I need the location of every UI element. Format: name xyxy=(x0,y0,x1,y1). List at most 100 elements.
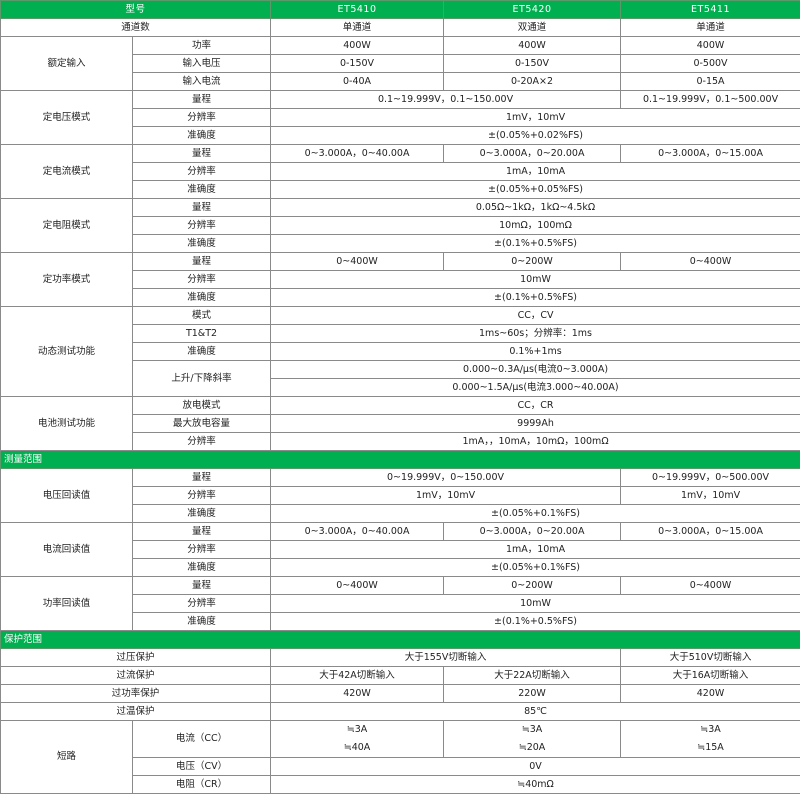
table-cell: 模式 xyxy=(133,307,271,325)
table-row: 通道数单通道双通道单通道 xyxy=(1,19,800,37)
table-cell: 1mA，10mA xyxy=(271,541,800,559)
section-row: 测量范围 xyxy=(1,451,800,469)
table-cell: 1mA，，10mA，10mΩ，100mΩ xyxy=(271,433,800,451)
table-cell: ±(0.05%+0.1%FS) xyxy=(271,559,800,577)
table-cell: 0.1~19.999V，0.1~150.00V xyxy=(271,91,621,109)
table-cell: 400W xyxy=(271,37,444,55)
table-cell: 0~400W xyxy=(621,577,800,595)
table-cell: ±(0.05%+0.1%FS) xyxy=(271,505,800,523)
table-cell: 量程 xyxy=(133,199,271,217)
table-cell: 分辨率 xyxy=(133,271,271,289)
table-cell: 0-500V xyxy=(621,55,800,73)
table-cell: 准确度 xyxy=(133,343,271,361)
table-cell: ±(0.05%+0.02%FS) xyxy=(271,127,800,145)
table-cell: 分辨率 xyxy=(133,433,271,451)
table-cell: 量程 xyxy=(133,523,271,541)
table-cell: 0-40A xyxy=(271,73,444,91)
table-cell: 0-150V xyxy=(271,55,444,73)
table-cell: 10mW xyxy=(271,271,800,289)
table-cell: ±(0.05%+0.05%FS) xyxy=(271,181,800,199)
table-cell: 0~3.000A，0~20.00A xyxy=(444,523,621,541)
table-cell: 定电阻模式 xyxy=(1,199,133,253)
table-cell: 大于42A切断输入 xyxy=(271,667,444,685)
table-cell: 1mV，10mV xyxy=(271,487,621,505)
table-cell: 0~200W xyxy=(444,253,621,271)
table-cell: 0~3.000A，0~15.00A xyxy=(621,145,800,163)
table-cell: 0V xyxy=(271,758,800,776)
section-row: 保护范围 xyxy=(1,631,800,649)
column-header: ET5411 xyxy=(621,1,800,19)
table-cell: 放电模式 xyxy=(133,397,271,415)
column-header: 型号 xyxy=(1,1,271,19)
table-cell: 定功率模式 xyxy=(1,253,133,307)
table-cell: 双通道 xyxy=(444,19,621,37)
table-cell: 电流回读值 xyxy=(1,523,133,577)
table-cell: 最大放电容量 xyxy=(133,415,271,433)
table-cell: ±(0.1%+0.5%FS) xyxy=(271,235,800,253)
table-cell: 大于155V切断输入 xyxy=(271,649,621,667)
table-cell: 1ms~60s；分辨率：1ms xyxy=(271,325,800,343)
section-title: 测量范围 xyxy=(1,451,800,469)
table-cell: 准确度 xyxy=(133,289,271,307)
table-row: 过压保护大于155V切断输入大于510V切断输入 xyxy=(1,649,800,667)
table-cell: 0.1~19.999V，0.1~500.00V xyxy=(621,91,800,109)
table-cell: 9999Ah xyxy=(271,415,800,433)
table-cell: 0~400W xyxy=(271,253,444,271)
table-cell: 短路 xyxy=(1,721,133,794)
table-cell: 上升/下降斜率 xyxy=(133,361,271,397)
table-cell: ±(0.1%+0.5%FS) xyxy=(271,613,800,631)
table-cell: ≒3A ≒40A xyxy=(271,721,444,758)
table-cell: 0.1%+1ms xyxy=(271,343,800,361)
table-cell: 1mA，10mA xyxy=(271,163,800,181)
table-cell: 量程 xyxy=(133,145,271,163)
table-cell: 准确度 xyxy=(133,235,271,253)
table-cell: 大于510V切断输入 xyxy=(621,649,800,667)
table-cell: CC，CR xyxy=(271,397,800,415)
table-cell: 分辨率 xyxy=(133,109,271,127)
table-cell: 0.000~1.5A/μs(电流3.000~40.00A) xyxy=(271,379,800,397)
table-cell: 量程 xyxy=(133,253,271,271)
table-cell: 400W xyxy=(444,37,621,55)
table-cell: 0-150V xyxy=(444,55,621,73)
column-header: ET5420 xyxy=(444,1,621,19)
table-cell: 功率回读值 xyxy=(1,577,133,631)
table-cell: 输入电压 xyxy=(133,55,271,73)
table-cell: 1mV，10mV xyxy=(271,109,800,127)
table-cell: 电压回读值 xyxy=(1,469,133,523)
table-cell: 0~3.000A，0~40.00A xyxy=(271,145,444,163)
table-cell: 分辨率 xyxy=(133,163,271,181)
table-cell: 准确度 xyxy=(133,127,271,145)
table-row: 过流保护大于42A切断输入大于22A切断输入大于16A切断输入 xyxy=(1,667,800,685)
table-cell: 额定输入 xyxy=(1,37,133,91)
table-cell: 量程 xyxy=(133,469,271,487)
table-cell: ≒3A ≒15A xyxy=(621,721,800,758)
table-cell: 电池测试功能 xyxy=(1,397,133,451)
table-cell: 准确度 xyxy=(133,505,271,523)
table-cell: 准确度 xyxy=(133,181,271,199)
table-cell: 输入电流 xyxy=(133,73,271,91)
table-cell: 0~200W xyxy=(444,577,621,595)
table-cell: 过压保护 xyxy=(1,649,271,667)
table-cell: 10mW xyxy=(271,595,800,613)
table-cell: ≒3A ≒20A xyxy=(444,721,621,758)
table-cell: 电阻（CR） xyxy=(133,776,271,794)
table-cell: 单通道 xyxy=(621,19,800,37)
table-cell: 0~3.000A，0~20.00A xyxy=(444,145,621,163)
table-cell: ≒40mΩ xyxy=(271,776,800,794)
table-cell: 电压（CV） xyxy=(133,758,271,776)
section-title: 保护范围 xyxy=(1,631,800,649)
table-cell: 分辨率 xyxy=(133,217,271,235)
table-cell: 量程 xyxy=(133,91,271,109)
table-cell: 1mV，10mV xyxy=(621,487,800,505)
table-cell: 动态测试功能 xyxy=(1,307,133,397)
table-cell: 量程 xyxy=(133,577,271,595)
